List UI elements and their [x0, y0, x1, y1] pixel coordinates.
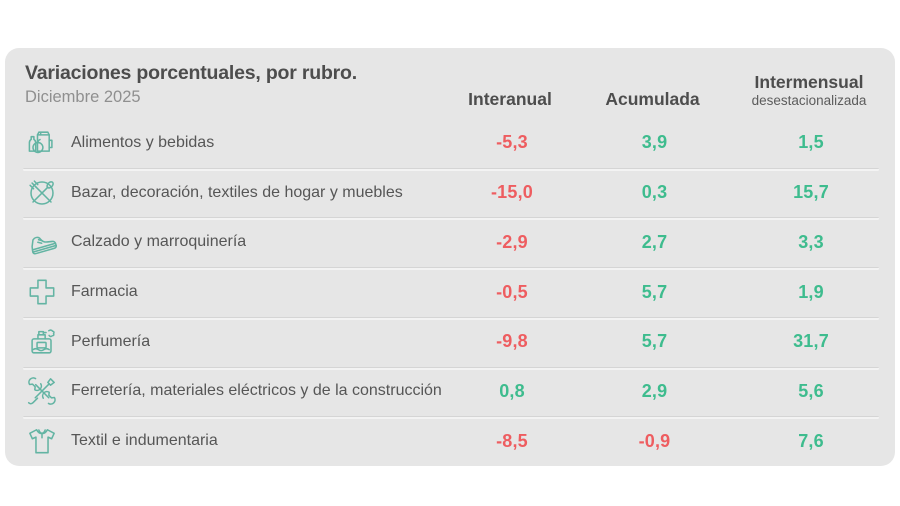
category-cell: Calzado y marroquinería: [5, 223, 442, 261]
value-intermensual: 7,6: [798, 430, 824, 451]
title-block: Variaciones porcentuales, por rubro. Dic…: [5, 48, 440, 117]
tableware-icon: [23, 174, 61, 212]
table-header: Variaciones porcentuales, por rubro. Dic…: [5, 48, 895, 118]
category-label: Textil e indumentaria: [71, 432, 218, 450]
category-cell: Bazar, decoración, textiles de hogar y m…: [5, 174, 442, 212]
category-cell: Alimentos y bebidas: [5, 124, 442, 162]
category-cell: Ferretería, materiales eléctricos y de l…: [5, 372, 442, 410]
table-row: Calzado y marroquinería -2,9 2,7 3,3: [5, 217, 895, 267]
value-interanual: -2,9: [496, 231, 528, 252]
category-label: Alimentos y bebidas: [71, 133, 215, 151]
value-interanual: -8,5: [496, 430, 528, 451]
value-acumulada: 0,3: [641, 182, 668, 203]
value-interanual: -15,0: [490, 182, 534, 203]
value-acumulada: 5,7: [641, 331, 668, 352]
groceries-icon: [23, 124, 61, 162]
value-intermensual: 31,7: [793, 331, 829, 352]
category-label: Ferretería, materiales eléctricos y de l…: [71, 382, 442, 400]
table-row: Bazar, decoración, textiles de hogar y m…: [5, 167, 895, 218]
column-header-intermensual: Intermensual desestacionalizada: [751, 72, 867, 108]
value-intermensual: 1,9: [798, 281, 824, 302]
tools-icon: [23, 372, 61, 410]
value-interanual: -9,8: [496, 331, 528, 352]
category-cell: Perfumería: [5, 323, 442, 361]
category-label: Farmacia: [71, 283, 138, 301]
value-acumulada: 3,9: [641, 132, 668, 153]
value-acumulada: -0,9: [638, 430, 671, 451]
pharmacy-cross-icon: [23, 273, 61, 311]
category-label: Calzado y marroquinería: [71, 233, 247, 251]
table-body: Alimentos y bebidas -5,3 3,9 1,5 Bazar, …: [5, 118, 895, 466]
perfume-icon: [23, 323, 61, 361]
column-header-acumulada: Acumulada: [605, 88, 700, 109]
category-cell: Farmacia: [5, 273, 442, 311]
table-row: Perfumería -9,8 5,7 31,7: [5, 316, 895, 367]
value-interanual: 0,8: [499, 380, 525, 401]
value-acumulada: 5,7: [641, 281, 668, 302]
value-interanual: -5,3: [496, 132, 528, 153]
panel-subtitle: Diciembre 2025: [25, 88, 141, 106]
category-cell: Textil e indumentaria: [5, 422, 442, 460]
value-intermensual: 15,7: [793, 182, 829, 203]
table-row: Farmacia -0,5 5,7 1,9: [5, 267, 895, 317]
value-intermensual: 5,6: [798, 380, 824, 401]
value-acumulada: 2,9: [641, 380, 668, 401]
table-row: Textil e indumentaria -8,5 -0,9 7,6: [5, 416, 895, 466]
value-intermensual: 3,3: [798, 231, 824, 252]
value-interanual: -0,5: [496, 281, 528, 302]
column-header-interanual: Interanual: [468, 88, 552, 109]
sneaker-icon: [23, 223, 61, 261]
category-label: Perfumería: [71, 332, 151, 350]
table-row: Alimentos y bebidas -5,3 3,9 1,5: [5, 118, 895, 168]
table-row: Ferretería, materiales eléctricos y de l…: [5, 366, 895, 417]
value-intermensual: 1,5: [798, 132, 824, 153]
category-label: Bazar, decoración, textiles de hogar y m…: [71, 183, 403, 201]
variations-table-panel: Variaciones porcentuales, por rubro. Dic…: [5, 48, 895, 466]
tshirt-icon: [23, 422, 61, 460]
value-acumulada: 2,7: [641, 231, 668, 252]
panel-title: Variaciones porcentuales, por rubro.: [25, 62, 357, 84]
